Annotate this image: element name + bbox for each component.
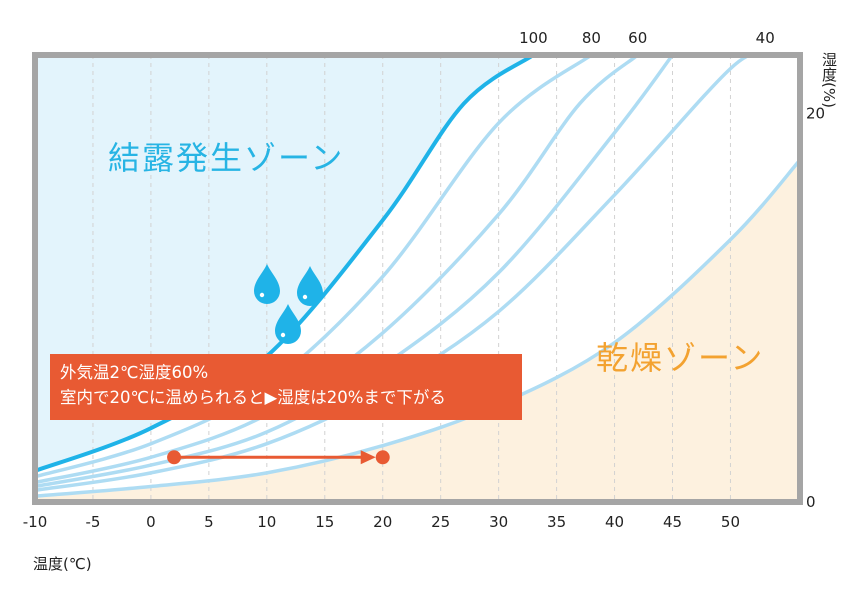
series-line-5 [33, 158, 802, 498]
curve-label: 40 [756, 29, 775, 47]
condensation-zone-label: 結露発生ゾーン [108, 139, 345, 177]
x-tick-label: 10 [257, 513, 276, 531]
annotation-line-2: 室内で20℃に温められると▶湿度は20%まで下がる [60, 388, 446, 407]
arrow-head [360, 450, 376, 465]
curve-label: 100 [519, 29, 548, 47]
curve-labels: 100 80 60 40 [519, 29, 775, 47]
x-tick-label: -10 [23, 513, 48, 531]
water-drop-icon [275, 304, 301, 344]
grid-lines [92, 55, 731, 502]
y-axis-label: 湿度(%) [820, 52, 838, 108]
series-line-1 [33, 53, 594, 479]
water-drops [254, 264, 323, 344]
dry-zone-label: 乾燥ゾーン [596, 339, 765, 377]
temperature-arrow [167, 450, 390, 465]
annotation-line-1: 外気温2℃湿度60% [60, 363, 209, 382]
x-tick-label: 20 [373, 513, 392, 531]
x-tick-label: 35 [547, 513, 566, 531]
curve-label: 80 [582, 29, 601, 47]
series-line-2 [33, 53, 640, 485]
x-axis-label: 温度(℃) [33, 555, 92, 573]
arrow-start-point [167, 450, 182, 465]
humidity-curves [33, 52, 802, 498]
series-line-4 [33, 52, 767, 493]
x-axis-ticks: -10 -5 0 5 10 15 20 25 30 35 40 45 50 [23, 513, 740, 531]
x-tick-label: -5 [85, 513, 100, 531]
plot-frame [32, 52, 803, 505]
dry-zone [35, 55, 800, 502]
y-tick-label: 0 [806, 493, 816, 511]
x-tick-label: 5 [204, 513, 214, 531]
x-tick-label: 0 [146, 513, 156, 531]
water-drop-icon [254, 264, 280, 304]
y-axis-ticks: 0 20 [806, 104, 825, 511]
x-tick-label: 50 [721, 513, 740, 531]
annotation-box: 外気温2℃湿度60% 室内で20℃に温められると▶湿度は20%まで下がる [50, 354, 522, 420]
x-tick-label: 30 [489, 513, 508, 531]
x-tick-label: 15 [315, 513, 334, 531]
water-drop-icon [297, 266, 323, 306]
x-tick-label: 25 [431, 513, 450, 531]
x-tick-label: 40 [605, 513, 624, 531]
x-tick-label: 45 [663, 513, 682, 531]
arrow-end-point [375, 450, 390, 465]
curve-label: 60 [628, 29, 647, 47]
y-tick-label: 20 [806, 104, 825, 122]
